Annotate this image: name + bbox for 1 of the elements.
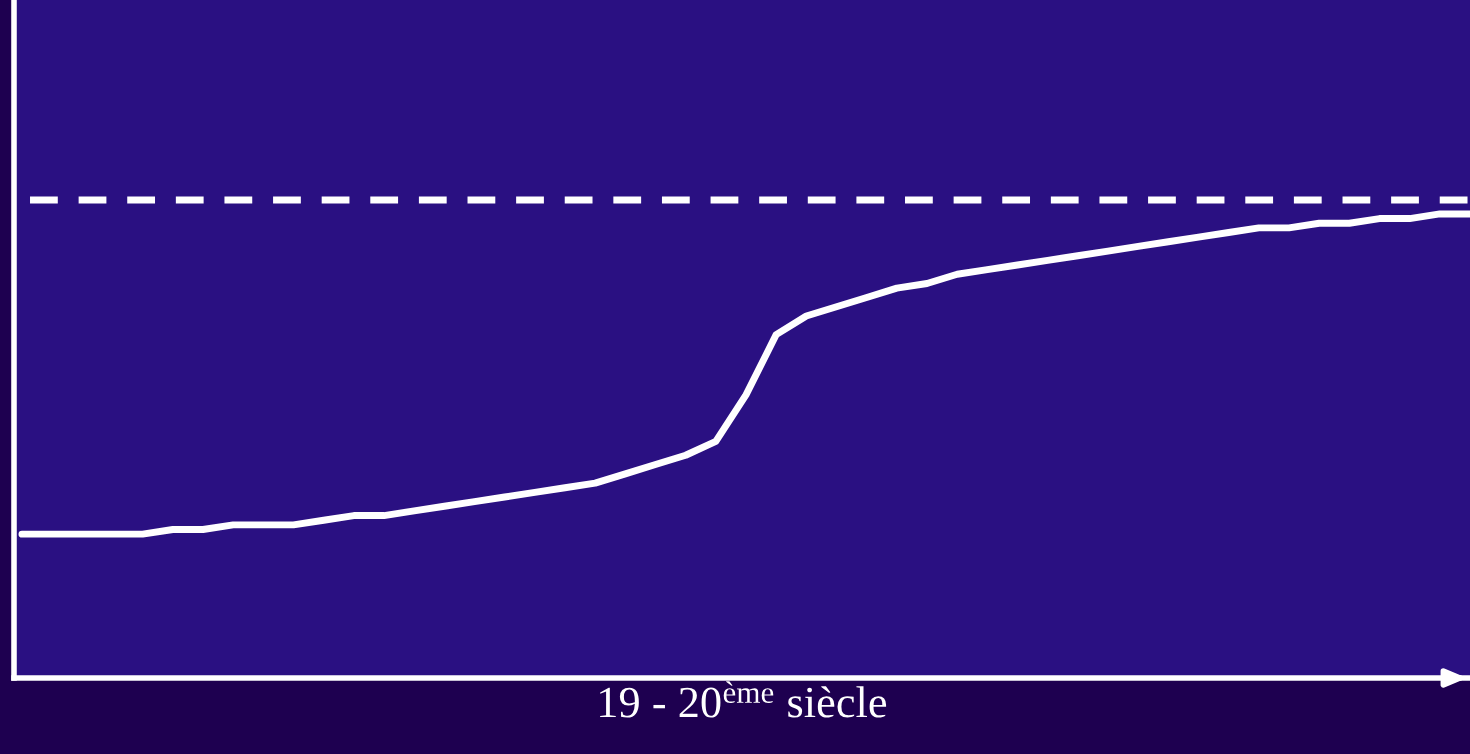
x-axis-title: 19 - 20$^{ème}$ siècle xyxy=(600,681,887,718)
